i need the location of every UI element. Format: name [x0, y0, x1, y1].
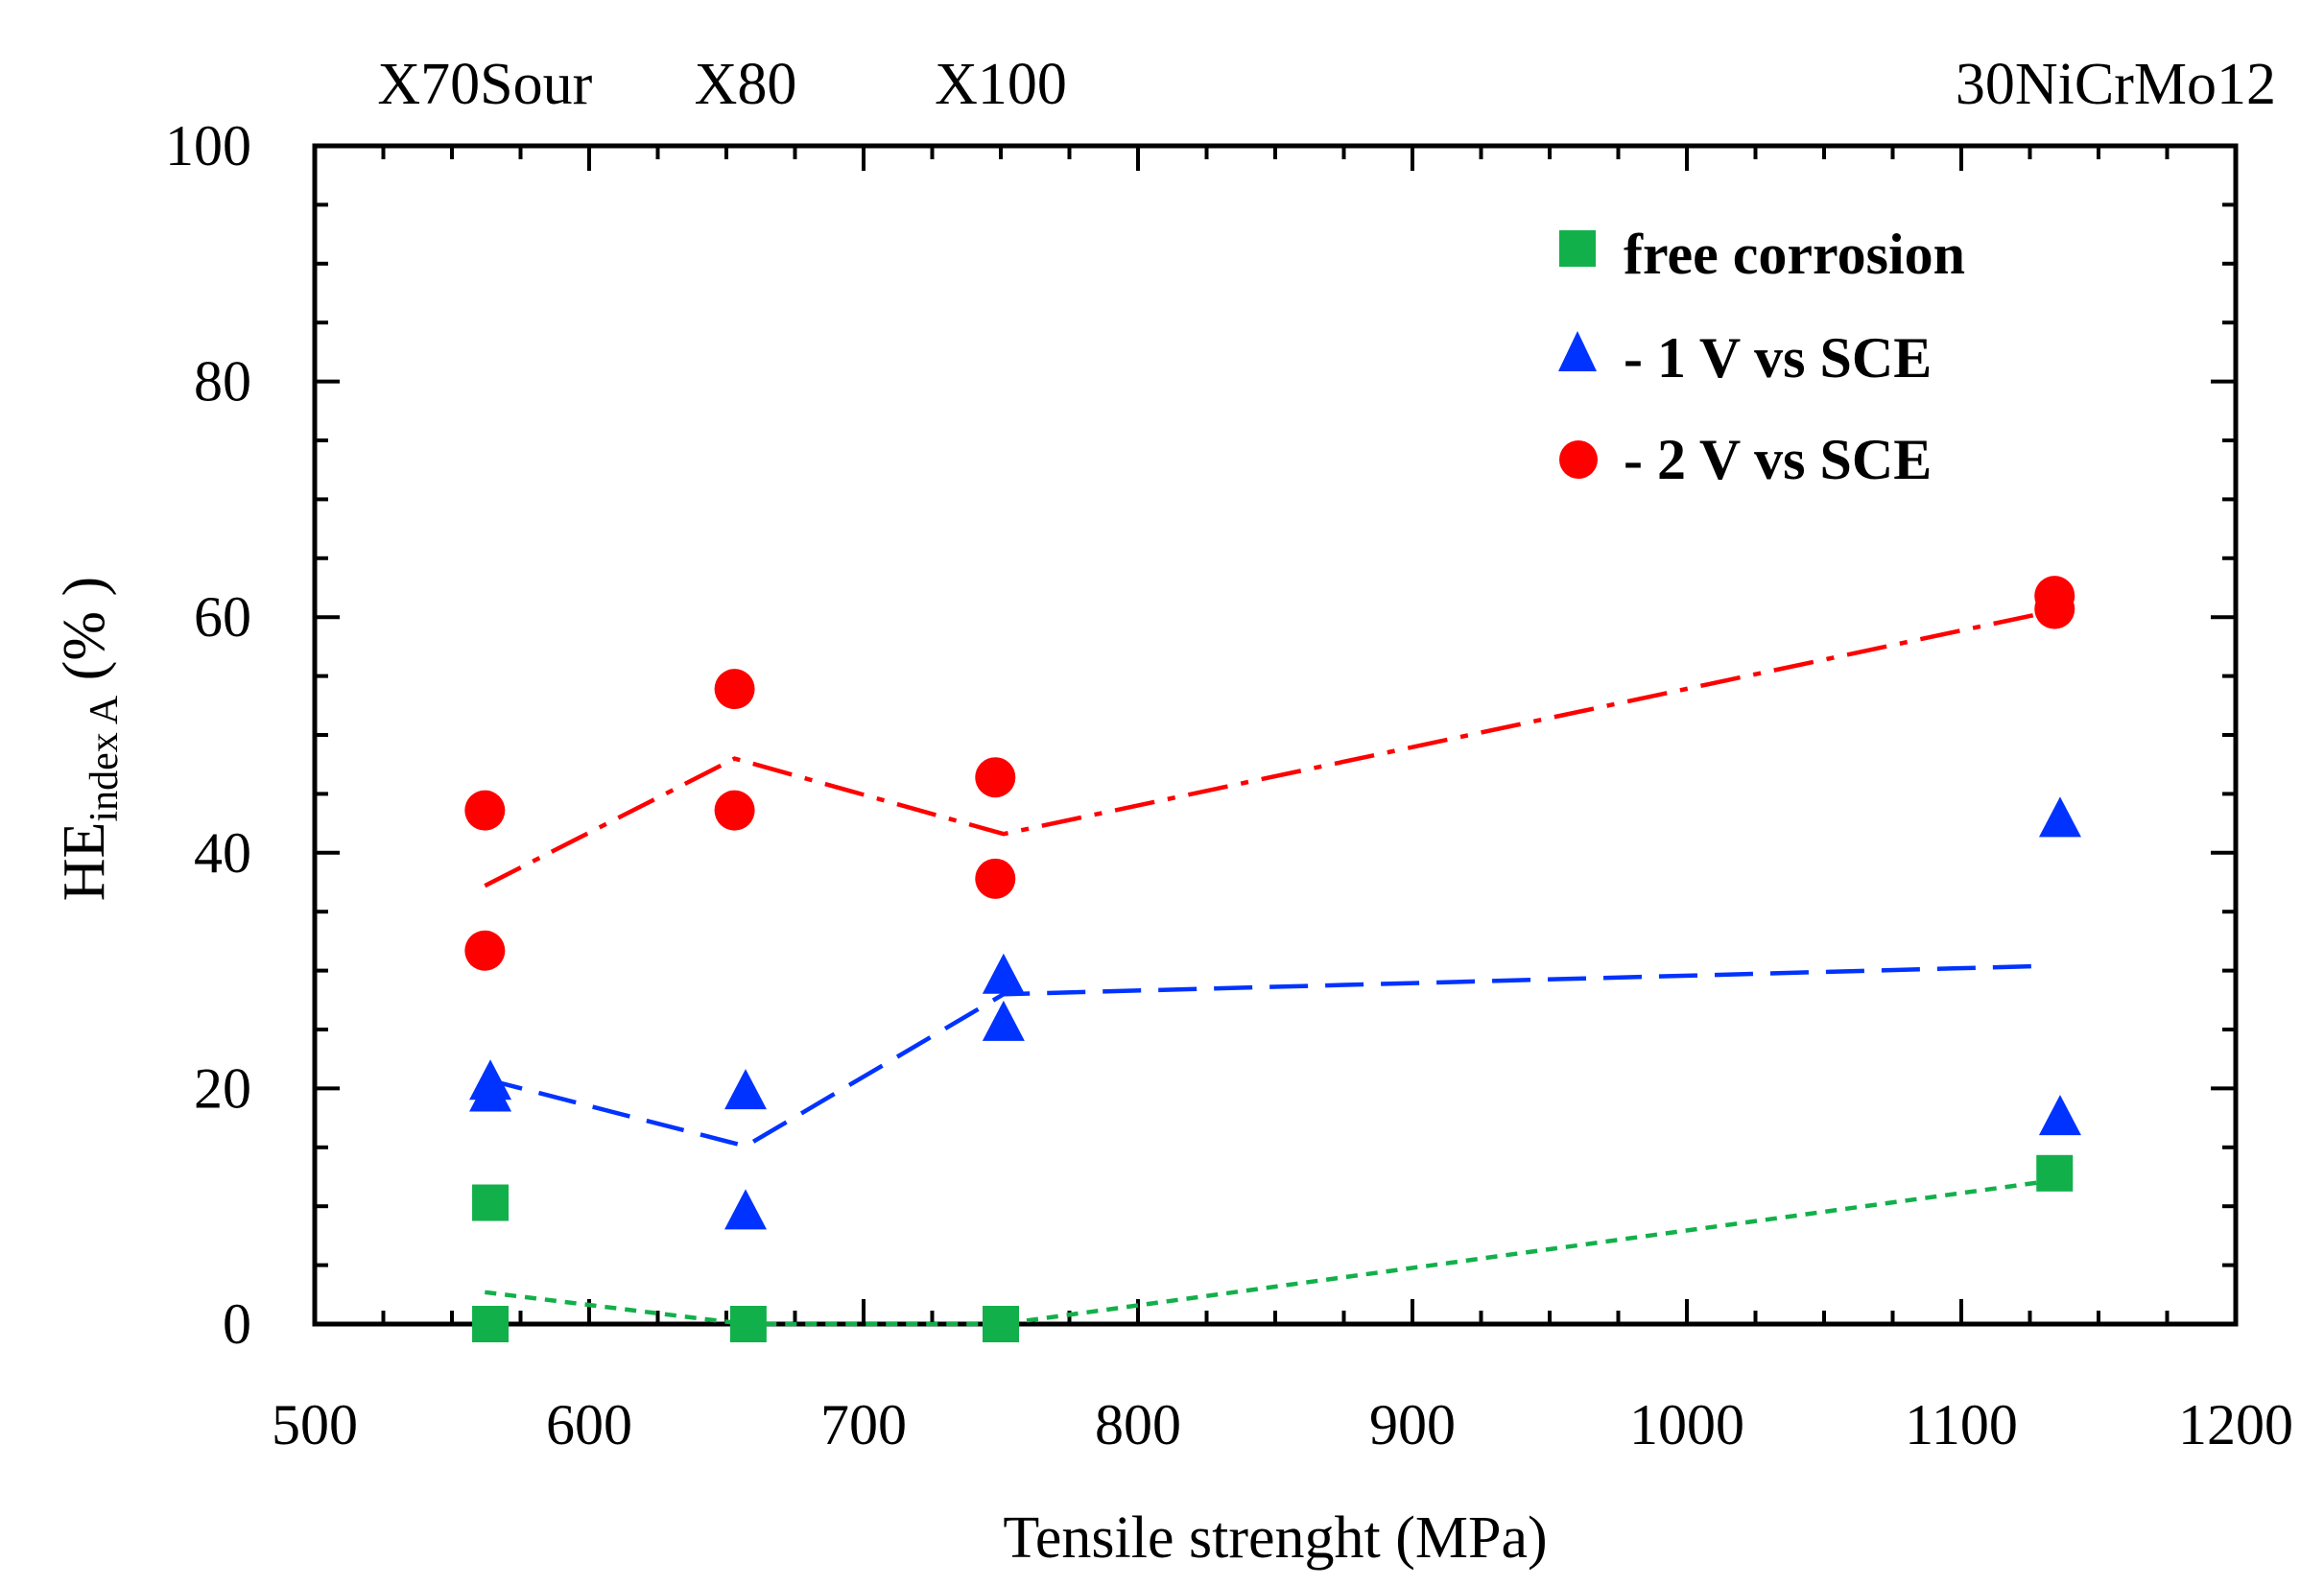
- y-axis-title-main: HE: [52, 822, 117, 902]
- x-tick-label: 1200: [2178, 1393, 2293, 1456]
- y-tick-label: 0: [223, 1292, 251, 1356]
- marker-minus-1v: [469, 1071, 512, 1112]
- marker-minus-1v: [2038, 796, 2081, 838]
- marker-minus-2v: [2034, 588, 2075, 629]
- x-tick-label: 1000: [1629, 1393, 1744, 1456]
- legend-label-minus-1v: - 1 V vs SCE: [1624, 326, 1932, 390]
- marker-minus-2v: [714, 790, 755, 831]
- marker-minus-1v: [724, 1189, 768, 1230]
- x-tick-label: 1100: [1905, 1393, 2018, 1456]
- y-tick-label: 100: [165, 114, 251, 178]
- legend-label-minus-2v: - 2 V vs SCE: [1624, 428, 1932, 491]
- legend-marker-free-corrosion: [1559, 230, 1596, 267]
- svg-text:HEindex A (% ): HEindex A (% ): [52, 577, 127, 901]
- marker-minus-1v: [982, 953, 1025, 994]
- x-tick-label: 900: [1369, 1393, 1456, 1456]
- legend: free corrosion - 1 V vs SCE - 2 V vs SCE: [1558, 223, 1965, 491]
- x-tick-label: 500: [272, 1393, 358, 1456]
- marker-free-corrosion: [983, 1306, 1019, 1342]
- x-tick-label: 700: [820, 1393, 907, 1456]
- marker-minus-2v: [714, 669, 755, 710]
- marker-free-corrosion: [2036, 1154, 2074, 1192]
- grade-label-30nicrmo12: 30NiCrMo12: [1956, 52, 2276, 117]
- grade-labels: X70Sour X80 X100 30NiCrMo12: [377, 52, 2276, 117]
- y-tick-label: 20: [194, 1056, 251, 1120]
- marker-minus-2v: [464, 930, 506, 971]
- plot-frame: [312, 143, 2239, 1327]
- trend-line-2: [484, 963, 2047, 1149]
- y-tick-label: 80: [194, 350, 251, 414]
- grade-label-x80: X80: [695, 52, 797, 117]
- x-tick-label: 800: [1095, 1393, 1181, 1456]
- marker-minus-2v: [464, 790, 506, 831]
- y-tick-label: 60: [194, 585, 251, 649]
- marker-free-corrosion: [729, 1306, 767, 1342]
- trend-line-1: [485, 1177, 2055, 1327]
- y-axis-title-unit: (% ): [52, 577, 117, 696]
- x-axis-title: Tensile strenght (MPa): [1003, 1505, 1547, 1571]
- grade-label-x100: X100: [935, 52, 1067, 117]
- marker-minus-2v: [975, 757, 1016, 798]
- tick-labels: 500 600 700 800 900 1000 1100 1200 0 20 40 60 80 100: [165, 114, 2293, 1456]
- legend-marker-minus-1v: [1558, 331, 1597, 371]
- x-tick-label: 600: [546, 1393, 632, 1456]
- y-axis-title: HEindex A (% ): [52, 577, 127, 901]
- marker-minus-1v: [982, 1000, 1025, 1041]
- marker-minus-1v: [724, 1069, 768, 1110]
- legend-marker-minus-2v: [1559, 440, 1598, 479]
- y-tick-label: 40: [194, 821, 251, 885]
- marker-free-corrosion: [472, 1184, 510, 1221]
- trend-lines: [484, 610, 2055, 1327]
- y-axis-title-subscript: index A: [83, 695, 127, 821]
- marker-minus-2v: [975, 858, 1016, 899]
- trend-line-3: [484, 610, 2048, 888]
- marker-free-corrosion: [472, 1306, 510, 1342]
- marker-minus-1v: [2038, 1095, 2081, 1136]
- legend-label-free-corrosion: free corrosion: [1624, 223, 1965, 286]
- data-markers: [464, 576, 2081, 1342]
- grade-label-x70sour: X70Sour: [377, 52, 592, 117]
- axis-ticks: [313, 144, 2238, 1326]
